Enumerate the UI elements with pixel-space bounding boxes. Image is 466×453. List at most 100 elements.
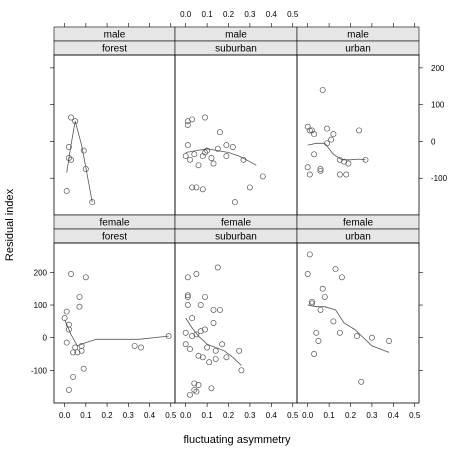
strip-label: male xyxy=(225,30,247,41)
data-point xyxy=(306,171,313,178)
x-tick-label: 0.2 xyxy=(102,411,114,420)
data-point xyxy=(197,302,204,308)
panel-female-suburban: female suburban xyxy=(174,214,298,404)
data-point xyxy=(328,136,335,143)
data-point xyxy=(304,271,311,277)
x-tick-label: 0.1 xyxy=(324,411,336,420)
data-point xyxy=(199,186,206,193)
data-point xyxy=(199,354,206,361)
data-point xyxy=(76,293,83,300)
data-point xyxy=(63,188,70,195)
strip-label: male xyxy=(104,30,126,41)
data-point xyxy=(210,306,217,313)
data-point xyxy=(236,347,243,354)
data-point xyxy=(311,151,318,158)
data-point xyxy=(191,380,198,387)
data-point xyxy=(216,306,223,313)
x-tick-label: 0.3 xyxy=(244,411,256,420)
panel-frame xyxy=(296,242,420,404)
strip-label: forest xyxy=(102,44,127,55)
data-point xyxy=(338,274,345,281)
x-tick-label: 0.5 xyxy=(409,411,421,420)
x-tick-label: 0.0 xyxy=(180,411,192,420)
panel-female-forest: female forest xyxy=(53,214,176,404)
data-point xyxy=(184,292,191,299)
data-point xyxy=(311,131,318,138)
data-point xyxy=(259,173,266,180)
data-point xyxy=(193,331,200,338)
data-point xyxy=(63,339,70,346)
data-point xyxy=(182,153,189,160)
data-point xyxy=(206,359,213,366)
data-point xyxy=(358,378,365,385)
data-point xyxy=(229,144,236,150)
data-point xyxy=(182,329,189,336)
data-point xyxy=(223,354,230,361)
data-point xyxy=(202,149,208,156)
x-tick-label: 0.2 xyxy=(223,411,235,420)
data-point xyxy=(138,344,144,351)
data-point xyxy=(82,166,89,172)
data-point xyxy=(309,300,315,307)
data-point xyxy=(216,129,223,136)
x-tick-label: 0.5 xyxy=(165,411,177,420)
data-point xyxy=(195,162,202,169)
data-point xyxy=(336,329,343,336)
panel-male-forest: male forest xyxy=(53,26,176,216)
loess-line xyxy=(307,142,366,161)
x-tick-label: 0.1 xyxy=(80,411,92,420)
data-point xyxy=(184,293,191,300)
data-point xyxy=(317,306,324,313)
data-point xyxy=(317,166,324,172)
data-point xyxy=(204,147,211,154)
panel-frame xyxy=(53,54,176,216)
data-point xyxy=(165,333,172,340)
data-point xyxy=(202,326,208,333)
data-point xyxy=(212,347,219,354)
loess-line xyxy=(185,148,257,166)
x-tick-label: 0.4 xyxy=(388,411,400,420)
strip-label: urban xyxy=(345,44,371,55)
data-point xyxy=(68,271,74,277)
panel-male-suburban: male suburban xyxy=(174,26,298,216)
data-point xyxy=(82,274,89,281)
x-tick-label: 0.5 xyxy=(287,10,299,19)
data-point xyxy=(193,271,200,277)
x-tick-label: 0.3 xyxy=(244,10,256,19)
data-point xyxy=(184,302,191,308)
data-point xyxy=(89,199,96,206)
x-tick-label: 0.0 xyxy=(302,411,314,420)
data-point xyxy=(65,144,72,150)
strip-label: suburban xyxy=(215,232,257,243)
data-point xyxy=(386,338,392,344)
data-point xyxy=(70,349,77,356)
data-point xyxy=(321,293,328,300)
x-tick-label: 0.5 xyxy=(287,411,299,420)
x-tick-label: 0.2 xyxy=(223,10,235,19)
data-point xyxy=(204,344,211,351)
data-point xyxy=(61,315,68,322)
strip-label: female xyxy=(343,218,373,229)
data-point xyxy=(319,285,326,292)
data-point xyxy=(353,333,360,340)
strip-label: female xyxy=(221,218,251,229)
data-point xyxy=(208,385,215,392)
data-point xyxy=(343,171,350,178)
x-tick-label: 0.1 xyxy=(202,411,214,420)
data-point xyxy=(191,151,198,158)
x-tick-label: 0.3 xyxy=(123,411,135,420)
data-point xyxy=(68,156,74,163)
loess-line xyxy=(185,317,242,366)
x-tick-label: 0.3 xyxy=(366,411,378,420)
data-point xyxy=(324,140,330,147)
data-point xyxy=(131,342,138,349)
data-point xyxy=(362,156,369,163)
data-point xyxy=(184,142,191,149)
data-point xyxy=(76,303,83,310)
y-tick-label: 100 xyxy=(34,301,48,310)
y-tick-label: -100 xyxy=(431,174,448,183)
data-point xyxy=(311,351,318,357)
strip-label: suburban xyxy=(215,44,257,55)
data-point xyxy=(223,153,230,160)
data-point xyxy=(80,147,87,154)
